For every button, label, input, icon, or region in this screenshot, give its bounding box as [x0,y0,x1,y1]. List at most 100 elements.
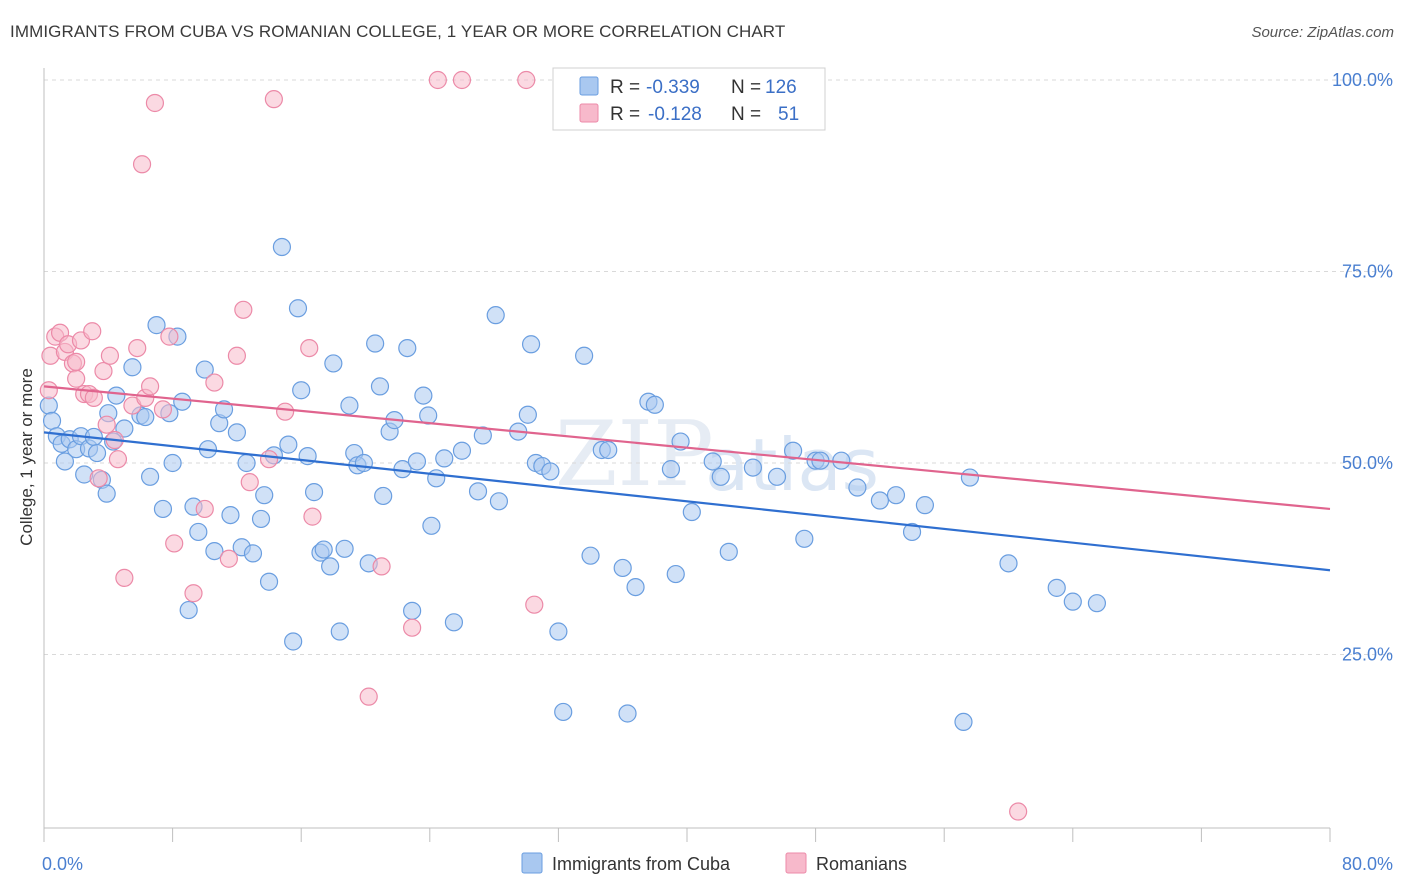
point-cuba [886,486,906,505]
point-cuba [581,546,600,565]
point-cuba [140,467,160,486]
stats-box: R = -0.339 N = 126 R = -0.128 N = 51 [552,67,826,131]
tick-labels: 100.0% 75.0% 50.0% 25.0% 0.0% 80.0% [42,70,1393,874]
point-romanians [100,346,120,365]
point-romanians [205,373,224,392]
x-tick-label: 0.0% [42,854,83,874]
point-cuba [915,496,935,515]
point-cuba [288,299,308,318]
point-cuba [366,334,385,353]
point-romanians [359,687,378,706]
legend-swatch-cuba [521,852,543,874]
point-cuba [55,452,74,471]
watermark-zip: ZIP [555,402,714,507]
point-cuba [902,522,922,542]
point-cuba [549,622,568,641]
point-cuba [292,381,311,400]
trend-line-romanians [43,385,1331,511]
point-romanians [115,568,134,588]
point-cuba [711,467,730,486]
point-cuba [179,600,198,620]
y-tick-label: 25.0% [1342,645,1393,665]
point-romanians [234,300,253,319]
point-romanians [108,450,128,469]
y-tick-label: 50.0% [1342,453,1393,473]
point-cuba [214,400,234,419]
point-cuba [435,449,454,468]
point-romanians [184,584,203,603]
point-cuba [518,405,537,424]
point-cuba [284,632,303,651]
point-cuba [147,316,166,335]
point-cuba [173,392,192,411]
point-cuba [422,516,441,535]
stats-n-value-romanians: 51 [778,104,799,125]
point-romanians [517,70,536,90]
point-romanians [94,361,113,381]
point-cuba [330,622,349,641]
point-cuba [554,702,573,722]
stats-n-value-cuba: 126 [765,77,797,98]
trend-line-cuba [43,431,1331,572]
point-romanians [1009,802,1028,821]
point-cuba [335,539,354,558]
x-tick-label: 80.0% [1342,854,1393,874]
point-romanians [153,400,173,419]
point-cuba [954,712,973,732]
legend-label-cuba: Immigrants from Cuba [552,854,731,874]
point-cuba [444,613,464,632]
trend-lines [43,385,1331,572]
point-cuba [321,557,340,576]
point-cuba [370,377,390,396]
point-cuba [153,499,173,519]
source-label: Source: ZipAtlas.com [1251,24,1394,41]
point-cuba [107,386,126,405]
stats-swatch-romanians [579,103,599,123]
point-cuba [279,435,298,454]
point-cuba [489,492,509,511]
point-cuba [314,540,333,559]
point-romanians [83,322,102,341]
point-cuba [832,451,851,470]
point-cuba [42,411,62,430]
point-romanians [219,549,238,568]
chart-title: IMMIGRANTS FROM CUBA VS ROMANIAN COLLEGE… [10,22,786,41]
y-tick-label: 75.0% [1342,262,1393,282]
stats-n-label-romanians: N = [731,104,761,125]
point-romanians [97,415,116,434]
point-romanians [227,346,246,365]
point-cuba [189,522,208,542]
point-cuba [486,306,505,325]
point-cuba [645,395,664,414]
legend: Immigrants from Cuba Romanians [521,852,907,874]
point-cuba [703,452,722,471]
point-cuba [407,452,427,471]
stats-swatch-cuba [579,76,599,96]
point-romanians [145,93,165,113]
point-cuba [205,541,224,561]
stats-r-value-cuba: -0.339 [646,77,700,98]
point-cuba [272,237,292,257]
point-cuba [719,542,738,561]
point-romanians [303,507,322,526]
point-cuba [255,486,274,505]
point-cuba [1047,578,1066,597]
point-cuba [452,441,472,460]
stats-r-label-cuba: R = [610,77,640,98]
point-cuba [848,478,867,497]
point-romanians [165,534,184,553]
point-romanians [195,499,214,519]
point-cuba [626,577,645,597]
point-cuba [682,502,701,522]
point-romanians [67,369,86,388]
point-romanians [132,155,152,174]
legend-label-romanians: Romanians [816,854,907,874]
point-cuba [767,467,787,486]
y-tick-label: 100.0% [1332,70,1393,90]
point-cuba [87,443,107,463]
point-cuba [374,486,393,506]
point-cuba [97,484,116,503]
point-cuba [354,453,373,473]
point-cuba [1087,594,1107,613]
point-cuba [251,509,271,529]
